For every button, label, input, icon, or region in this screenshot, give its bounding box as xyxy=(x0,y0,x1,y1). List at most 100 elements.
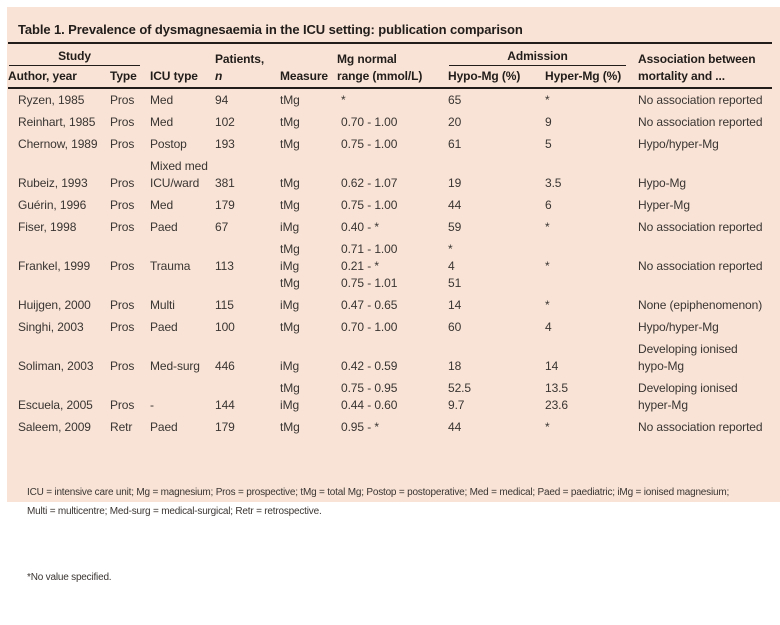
header-mg-line2: range (mmol/L) xyxy=(337,66,448,89)
cell-measure: tMg xyxy=(280,92,300,107)
cell-patients-n: 144 xyxy=(215,397,235,412)
table-row: Singhi, 2003 Pros Paed 100 tMg 0.70 - 1.00 60 4… xyxy=(8,316,772,338)
table-panel: Table 1. Prevalence of dysmagnesaemia in… xyxy=(7,7,780,583)
cell-hypo-mg: 44 xyxy=(448,197,462,212)
cell-hypo-mg: 61 xyxy=(448,136,462,151)
cell-author-year: Reinhart, 1985 xyxy=(18,114,96,129)
cell-author-year: Fiser, 1998 xyxy=(18,219,77,234)
cell-patients-n: 94 xyxy=(215,92,229,107)
asterisk-note: *No value specified. xyxy=(27,572,112,583)
table-row: Escuela, 2005 Pros - 144 tMg iMg 0.75 - 0.… xyxy=(8,377,772,416)
cell-icu-type: Trauma xyxy=(150,258,191,273)
cell-hyper-mg: 3.5 xyxy=(545,175,562,190)
cell-icu-type: Paed xyxy=(150,319,178,334)
cell-patients-n: 381 xyxy=(215,175,235,190)
cell-hyper-mg: 4 xyxy=(545,319,552,334)
cell-author-year: Huijgen, 2000 xyxy=(18,297,91,312)
header-measure: Measure xyxy=(280,66,337,89)
table-row: Ryzen, 1985 Pros Med 94 tMg * 65 * No associatio… xyxy=(8,88,772,111)
cell-author-year: Escuela, 2005 xyxy=(18,397,93,412)
table-row: Saleem, 2009 Retr Paed 179 tMg 0.95 - * 44 * No … xyxy=(8,416,772,438)
header-association-line2: mortality and ... xyxy=(638,66,773,89)
header-association-line1: Association between xyxy=(638,52,756,66)
cell-mg-range: 0.75 - 1.00 xyxy=(341,136,398,151)
cell-patients-n: 179 xyxy=(215,419,235,434)
header-patients-n: n xyxy=(215,66,280,89)
cell-measure: iMg xyxy=(280,358,300,373)
cell-hypo-mg: 14 xyxy=(448,297,462,312)
cell-icu-type: Multi xyxy=(150,297,175,312)
abbreviations-note: ICU = intensive care unit; Mg = magnesiu… xyxy=(27,487,730,517)
cell-type: Pros xyxy=(110,297,135,312)
cell-hypo-mg: 44 xyxy=(448,419,462,434)
cell-type: Pros xyxy=(110,219,135,234)
cell-author-year: Saleem, 2009 xyxy=(18,419,91,434)
cell-hyper-mg: * xyxy=(545,419,550,434)
header-hypo-mg: Hypo-Mg (%) xyxy=(448,66,545,89)
header-group-row: Study Patients, Mg normal Admission Asso… xyxy=(8,43,772,66)
cell-type: Pros xyxy=(110,197,135,212)
header-group-study: Study xyxy=(8,43,150,66)
header-spacer-measure xyxy=(280,43,337,66)
cell-mg-range: 0.40 - * xyxy=(341,219,379,234)
header-patients-line1: Patients, xyxy=(215,52,265,66)
cell-hypo-mg: 18 xyxy=(448,358,462,373)
cell-icu-type: Med xyxy=(150,114,174,129)
table-row: Frankel, 1999 Pros Trauma 113 tMg iMg tMg… xyxy=(8,238,772,294)
cell-hypo-mg: 52.5 9.7 xyxy=(448,380,471,412)
cell-hyper-mg: * xyxy=(545,92,550,107)
table-row: Soliman, 2003 Pros Med-surg 446 iMg 0.42… xyxy=(8,338,772,377)
cell-icu-type: Paed xyxy=(150,219,178,234)
table-footnotes: ICU = intensive care unit; Mg = magnesiu… xyxy=(27,445,780,625)
cell-hypo-mg: 20 xyxy=(448,114,462,129)
cell-icu-type: Postop xyxy=(150,136,187,151)
cell-mg-range: 0.71 - 1.00 0.21 - * 0.75 - 1.01 xyxy=(341,241,398,290)
cell-hypo-mg: 59 xyxy=(448,219,462,234)
cell-patients-n: 113 xyxy=(215,258,234,273)
table-row: Chernow, 1989 Pros Postop 193 tMg 0.75 - 1.00… xyxy=(8,133,772,155)
cell-type: Pros xyxy=(110,92,135,107)
study-group-label: Study xyxy=(9,49,140,66)
cell-measure: tMg xyxy=(280,114,300,129)
cell-author-year: Soliman, 2003 xyxy=(18,358,94,373)
cell-mg-range: * xyxy=(341,92,346,107)
cell-association: None (epiphenomenon) xyxy=(638,297,763,312)
cell-patients-n: 193 xyxy=(215,136,235,151)
cell-association: No association reported xyxy=(638,219,763,234)
cell-association: No association reported xyxy=(638,258,763,273)
cell-author-year: Ryzen, 1985 xyxy=(18,92,85,107)
header-type: Type xyxy=(110,66,150,89)
cell-icu-type: - xyxy=(150,397,154,412)
cell-mg-range: 0.42 - 0.59 xyxy=(341,358,398,373)
cell-type: Pros xyxy=(110,397,135,412)
header-icu-type: ICU type xyxy=(150,66,215,89)
cell-icu-type: Med xyxy=(150,197,174,212)
cell-hyper-mg: 14 xyxy=(545,358,559,373)
cell-type: Pros xyxy=(110,114,135,129)
table-body: Ryzen, 1985 Pros Med 94 tMg * 65 * No associatio… xyxy=(8,88,772,438)
cell-mg-range: 0.62 - 1.07 xyxy=(341,175,398,190)
cell-association: No association reported xyxy=(638,92,763,107)
cell-mg-range: 0.70 - 1.00 xyxy=(341,114,398,129)
table-row: Rubeiz, 1993 Pros Mixed med ICU/ward 381 … xyxy=(8,155,772,194)
cell-type: Pros xyxy=(110,319,135,334)
cell-hyper-mg: 13.5 23.6 xyxy=(545,380,568,412)
cell-mg-range: 0.75 - 1.00 xyxy=(341,197,398,212)
cell-author-year: Guérin, 1996 xyxy=(18,197,87,212)
cell-patients-n: 115 xyxy=(215,297,234,312)
cell-association: Hyper-Mg xyxy=(638,197,690,212)
cell-mg-range: 0.75 - 0.95 0.44 - 0.60 xyxy=(341,380,398,412)
table-row: Fiser, 1998 Pros Paed 67 iMg 0.40 - * 59 * No as… xyxy=(8,216,772,238)
cell-measure: iMg xyxy=(280,297,300,312)
cell-measure: tMg xyxy=(280,319,300,334)
cell-association: Hypo-Mg xyxy=(638,175,686,190)
cell-measure: tMg xyxy=(280,197,300,212)
table-row: Huijgen, 2000 Pros Multi 115 iMg 0.47 - 0.65 1… xyxy=(8,294,772,316)
cell-association: Developing ionised hypo-Mg xyxy=(638,341,738,373)
header-group-admission: Admission xyxy=(448,43,638,66)
cell-type: Pros xyxy=(110,175,135,190)
cell-hyper-mg: * xyxy=(545,219,550,234)
cell-author-year: Rubeiz, 1993 xyxy=(18,175,88,190)
cell-author-year: Frankel, 1999 xyxy=(18,258,91,273)
cell-type: Pros xyxy=(110,136,135,151)
